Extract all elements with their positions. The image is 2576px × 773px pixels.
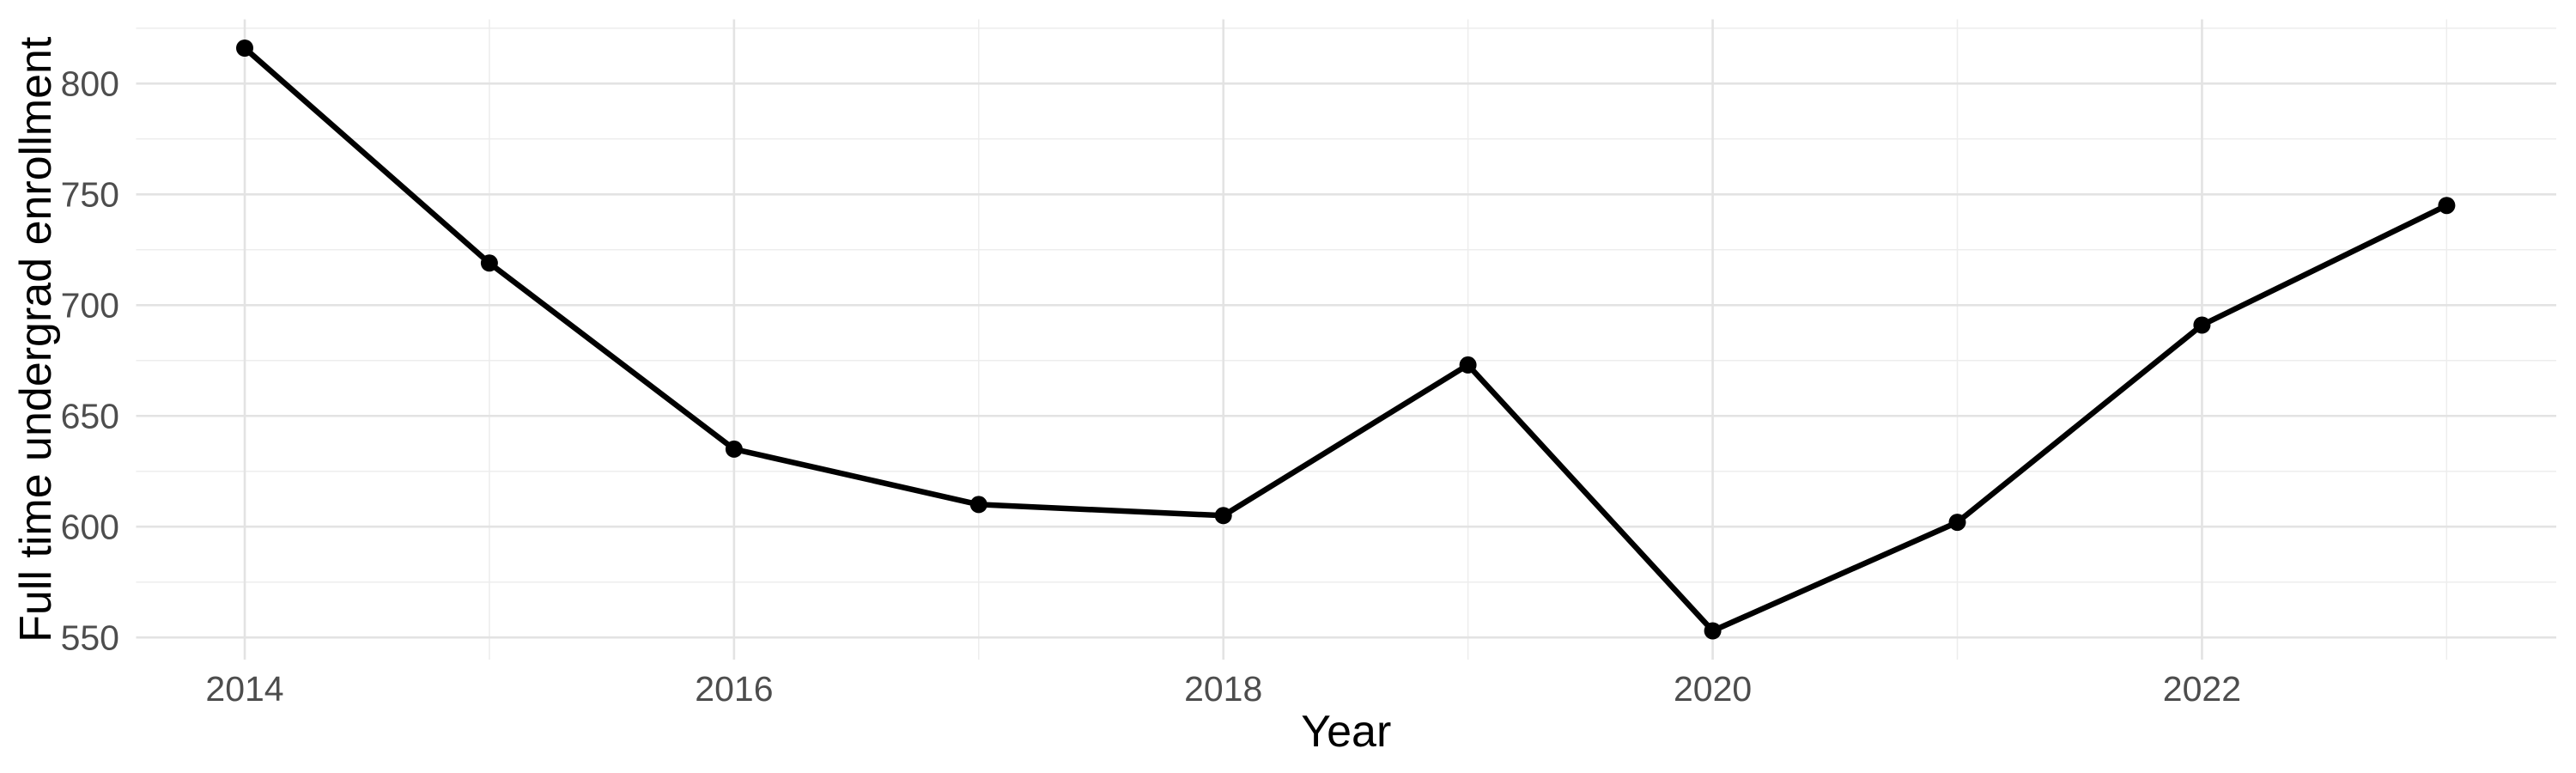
y-tick-label-700: 700 xyxy=(61,286,119,326)
x-tick-label-2022: 2022 xyxy=(2163,669,2241,709)
data-point-2016 xyxy=(725,440,743,458)
y-axis-title: Full time undergrad enrollment xyxy=(11,36,61,642)
enrollment-series-line xyxy=(241,45,2450,634)
data-point-2014 xyxy=(236,40,253,57)
y-tick-label-650: 650 xyxy=(61,397,119,436)
minor-gridlines xyxy=(136,19,2556,660)
data-point-2017 xyxy=(969,496,987,514)
x-axis-tick-labels: 2014 2016 2018 2020 2022 xyxy=(205,669,2241,709)
data-point-2015 xyxy=(480,254,498,272)
data-point-2018 xyxy=(1214,507,1232,525)
x-tick-label-2020: 2020 xyxy=(1674,669,1752,709)
x-tick-label-2016: 2016 xyxy=(695,669,773,709)
y-tick-label-550: 550 xyxy=(61,618,119,658)
data-point-2020 xyxy=(1704,622,1722,640)
x-axis-title: Year xyxy=(1301,707,1391,757)
x-tick-label-2018: 2018 xyxy=(1184,669,1262,709)
enrollment-series-points xyxy=(236,40,2456,640)
y-axis-tick-labels: 550 600 650 700 750 800 xyxy=(61,64,119,658)
y-tick-label-750: 750 xyxy=(61,175,119,215)
data-point-2021 xyxy=(1948,514,1966,532)
data-point-2022 xyxy=(2193,316,2211,334)
y-tick-label-800: 800 xyxy=(61,64,119,104)
data-point-2023 xyxy=(2438,197,2456,215)
x-tick-label-2014: 2014 xyxy=(205,669,283,709)
major-gridlines xyxy=(136,19,2556,660)
y-tick-label-600: 600 xyxy=(61,508,119,547)
data-point-2019 xyxy=(1459,356,1477,374)
